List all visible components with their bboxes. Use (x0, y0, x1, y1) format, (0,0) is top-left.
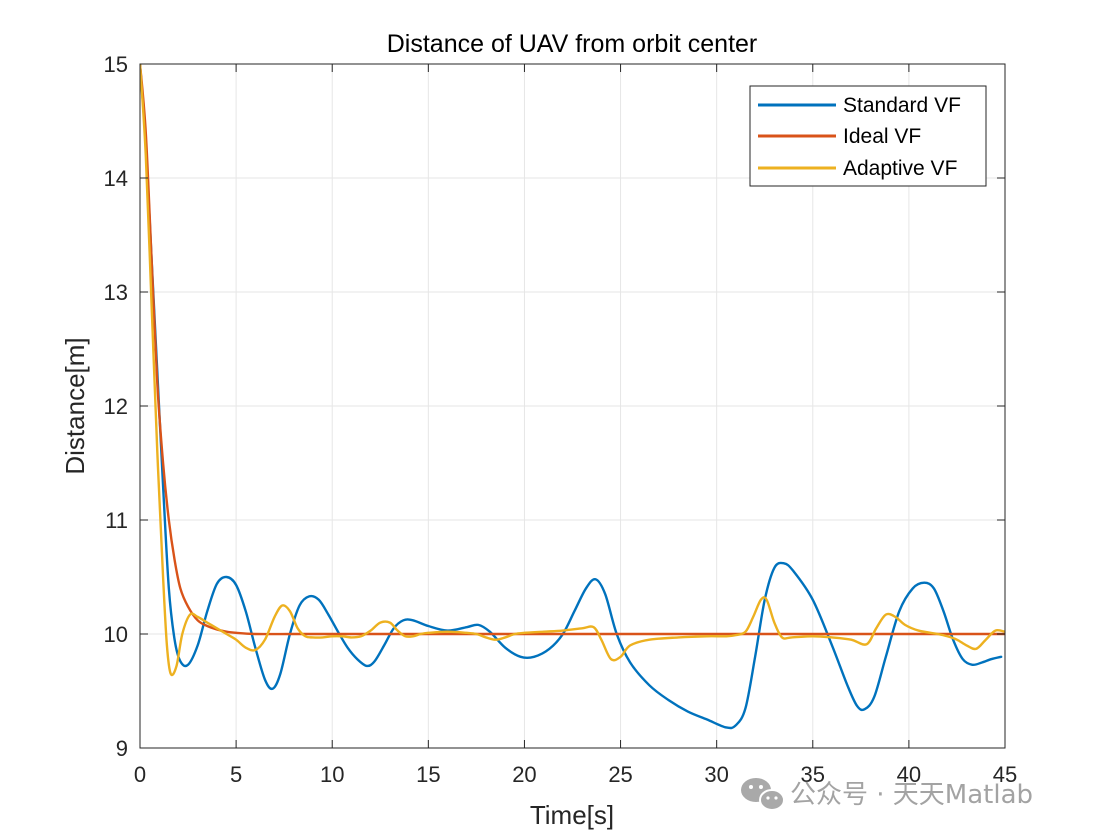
y-tick-label: 9 (116, 736, 128, 761)
y-tick-label: 14 (104, 166, 128, 191)
ticks: 0 5 10 15 20 25 30 35 40 45 9 10 11 12 13 14 15 (104, 52, 1018, 787)
series-line-standard-vf (140, 64, 1003, 730)
x-tick-label: 30 (704, 762, 728, 787)
legend-entry-adaptive-vf: Adaptive VF (843, 157, 957, 180)
legend-entry-standard-vf: Standard VF (843, 94, 961, 117)
x-tick-label: 25 (608, 762, 632, 787)
y-tick-label: 15 (104, 52, 128, 77)
y-tick-label: 10 (104, 622, 128, 647)
wechat-icon (741, 778, 785, 811)
x-tick-label: 35 (801, 762, 825, 787)
y-tick-label: 13 (104, 280, 128, 305)
x-tick-label: 45 (993, 762, 1017, 787)
legend-entry-ideal-vf: Ideal VF (843, 125, 921, 148)
watermark-text: 公众号 · 天天Matlab (790, 780, 1033, 810)
x-tick-label: 15 (416, 762, 440, 787)
series-line-adaptive-vf (140, 64, 1005, 677)
legend: Standard VF Ideal VF Adaptive VF (749, 85, 987, 187)
x-tick-label: 10 (320, 762, 344, 787)
series-layer (140, 64, 1005, 730)
watermark: 公众号 · 天天Matlab (741, 778, 1033, 811)
x-tick-label: 40 (897, 762, 921, 787)
x-axis-label: Time[s] (530, 800, 614, 830)
y-tick-label: 11 (105, 508, 128, 533)
x-tick-label: 5 (230, 762, 242, 787)
x-tick-label: 20 (512, 762, 536, 787)
chart-title: Distance of UAV from orbit center (387, 30, 758, 58)
y-tick-label: 12 (104, 394, 128, 419)
x-tick-label: 0 (134, 762, 146, 787)
y-axis-label: Distance[m] (60, 337, 90, 474)
